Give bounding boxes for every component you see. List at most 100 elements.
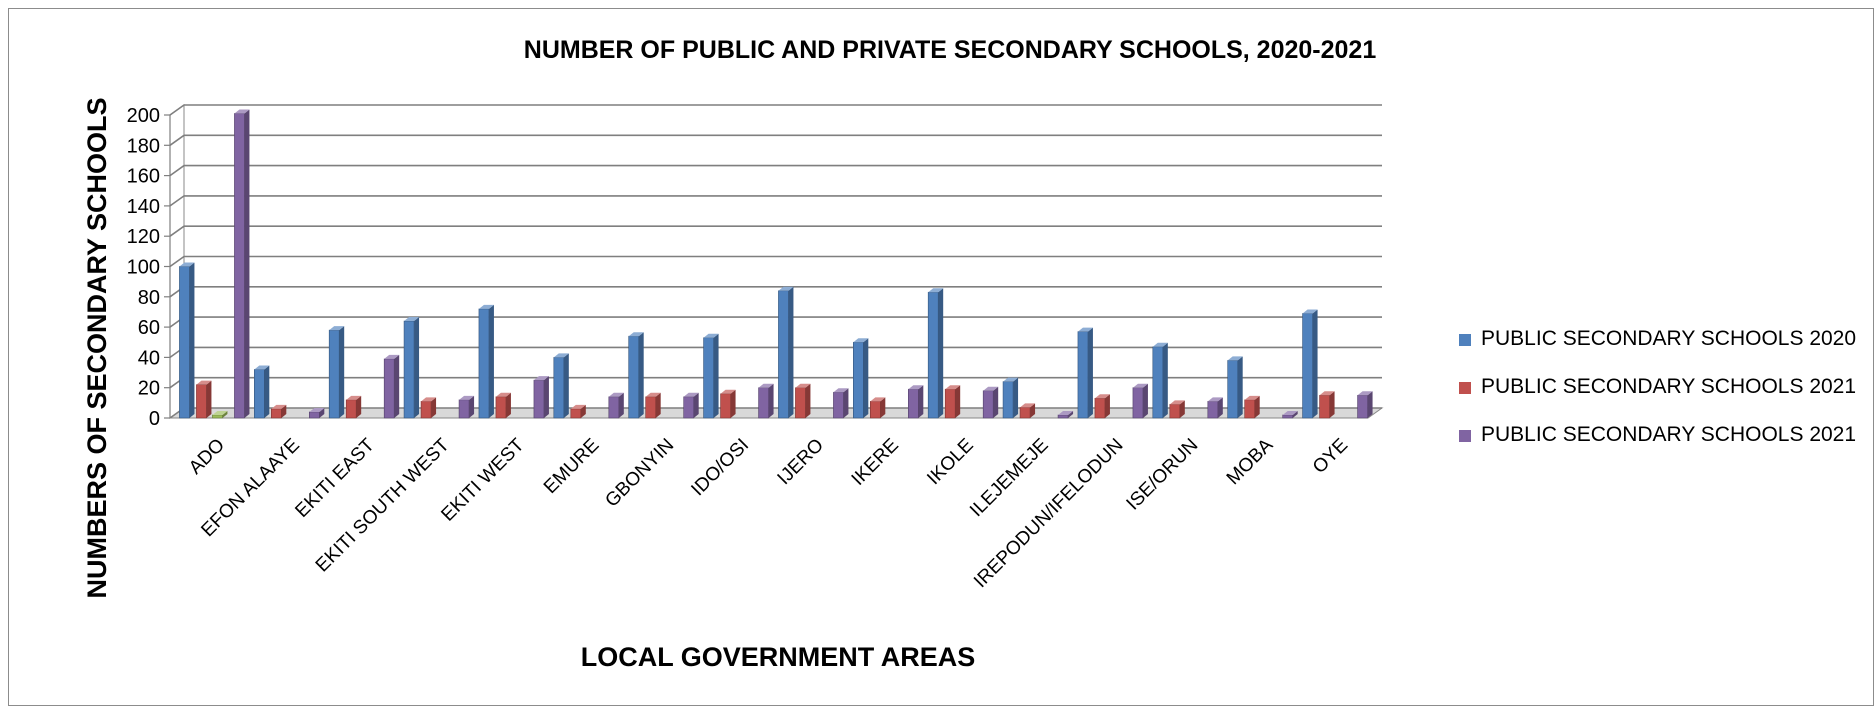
bar-side	[713, 333, 719, 418]
bar-top	[795, 383, 811, 388]
bar-top	[495, 392, 511, 397]
bar-front	[982, 390, 994, 419]
bar	[1282, 410, 1298, 419]
bar	[1002, 377, 1019, 419]
bar-top	[608, 392, 624, 397]
bar-front	[720, 393, 731, 419]
x-tick-label: IKERE	[848, 435, 903, 490]
bar	[234, 109, 250, 419]
bar-top	[212, 410, 228, 415]
bar-front	[645, 396, 656, 419]
y-tick-label: 40	[138, 347, 160, 369]
bar-side	[768, 383, 774, 418]
bar	[196, 380, 212, 419]
bar	[778, 286, 794, 419]
bar-top	[570, 404, 586, 409]
bar-front	[853, 341, 864, 419]
bar-front	[234, 113, 245, 419]
bar-side	[1068, 410, 1074, 418]
bar-side	[938, 288, 944, 418]
bar-top	[1020, 403, 1036, 408]
x-tick-label: ISE/ORUN	[1123, 435, 1203, 515]
bar	[328, 326, 345, 419]
bar-top	[404, 317, 420, 322]
bar-front	[1152, 346, 1164, 419]
bar-front	[1357, 394, 1368, 419]
bar-top	[758, 383, 774, 388]
bar-front	[703, 337, 714, 419]
bar-top	[1207, 397, 1223, 402]
bar-front	[1019, 407, 1031, 419]
bar	[1077, 327, 1093, 419]
bar	[908, 385, 924, 419]
bar-side	[281, 404, 287, 418]
bar	[853, 338, 869, 419]
bar-top	[683, 392, 699, 397]
bar-front	[870, 401, 881, 419]
gridline	[169, 316, 1382, 328]
bar-side	[618, 392, 624, 418]
gridline	[169, 225, 1382, 237]
bar-side	[206, 380, 212, 418]
bar-front	[179, 266, 190, 419]
bar-side	[693, 392, 699, 418]
bar-front	[1094, 398, 1106, 419]
bar-front	[1077, 331, 1089, 419]
legend-label: PUBLIC SECONDARY SCHOOLS 2021	[1481, 375, 1856, 398]
legend: PUBLIC SECONDARY SCHOOLS 2020 PUBLIC SECO…	[1459, 327, 1856, 446]
bar	[927, 288, 944, 419]
bar-front	[833, 391, 844, 419]
bar-side	[543, 376, 549, 418]
gridline	[169, 164, 1382, 177]
bar-top	[234, 109, 250, 114]
bar-top	[196, 380, 212, 385]
bar-front	[795, 387, 806, 419]
bar-front	[212, 414, 223, 419]
bar	[1019, 403, 1036, 419]
bar-side	[1217, 397, 1223, 418]
bar-front	[553, 357, 565, 419]
gridline	[169, 104, 1382, 116]
bar	[982, 386, 999, 419]
bar-side	[189, 262, 195, 418]
bar-top	[628, 332, 644, 337]
x-tick-label: EMURE	[540, 435, 603, 498]
bar	[1302, 309, 1318, 419]
bar-side	[414, 317, 420, 418]
bar	[403, 317, 420, 419]
bar	[720, 389, 736, 419]
bar-front	[1207, 401, 1219, 419]
bar	[795, 383, 811, 419]
bar	[345, 395, 362, 419]
bar-side	[1087, 327, 1093, 418]
bar-top	[179, 262, 195, 267]
gridline	[169, 376, 1382, 389]
bar	[570, 404, 586, 419]
bar	[758, 383, 774, 419]
x-tick-label: GBONYIN	[601, 435, 678, 512]
bar-side	[918, 385, 924, 418]
y-tick-label: 180	[127, 135, 160, 157]
bar-side	[805, 383, 811, 418]
x-tick-label: OYE	[1309, 435, 1352, 478]
bar-top	[720, 389, 736, 394]
bar-top	[908, 385, 924, 390]
bar-front	[345, 399, 357, 419]
bar-side	[264, 365, 270, 418]
bar-top	[553, 353, 569, 358]
bar-top	[870, 397, 886, 402]
bar-side	[880, 397, 886, 418]
bar-side	[356, 395, 362, 418]
bar-side	[244, 109, 250, 419]
x-tick-label: IKOLE	[923, 435, 977, 489]
bar-top	[271, 404, 287, 409]
gridline	[169, 195, 1382, 207]
legend-swatch	[1459, 382, 1471, 394]
bar-front	[478, 308, 490, 419]
bar	[383, 354, 400, 419]
bar-top	[1132, 383, 1148, 388]
bar-top	[983, 386, 999, 391]
bar-top	[703, 333, 719, 338]
